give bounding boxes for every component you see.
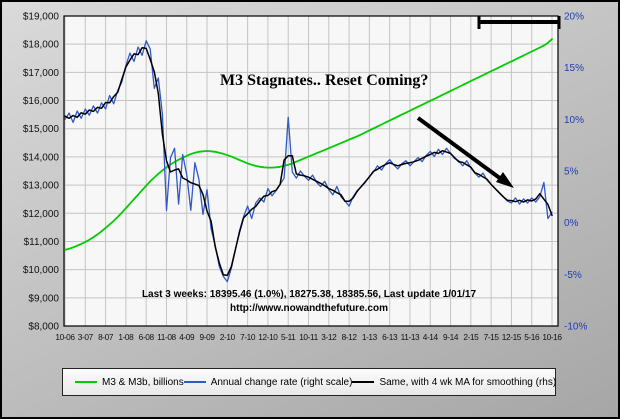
legend-label-smoothed: Same, with 4 wk MA for smoothing (rhs) (379, 376, 557, 388)
x-axis-tick-label: 4-14 (423, 332, 439, 342)
x-axis-tick-label: 6-08 (139, 332, 155, 342)
right-axis-tick-label: -5% (564, 270, 582, 281)
left-axis-tick-label: $18,000 (23, 40, 60, 51)
left-axis-tick-label: $13,000 (23, 181, 60, 192)
left-axis-tick-label: $9,000 (28, 293, 59, 304)
legend-label-m3: M3 & M3b, billions (102, 376, 184, 388)
x-axis-tick-label: 5-11 (281, 332, 296, 342)
left-axis-tick-label: $17,000 (23, 68, 60, 79)
trend-arrow-head (496, 172, 514, 188)
x-axis-tick-label: 9-09 (200, 332, 216, 342)
x-axis-tick-label: 5-16 (524, 332, 540, 342)
x-axis-tick-label: 1-08 (118, 332, 134, 342)
legend-item-smoothed: Same, with 4 wk MA for smoothing (rhs) (352, 377, 556, 388)
left-axis-tick-label: $15,000 (23, 124, 60, 135)
x-axis-tick-label: 12-15 (502, 332, 522, 342)
legend-line-sample-blue (183, 381, 206, 383)
right-axis-tick-label: 0% (564, 218, 579, 229)
legend-item-annual-change: Annual change rate (right scale) (183, 376, 353, 388)
right-axis-tick-label: 10% (564, 115, 584, 126)
right-axis-tick-label: 20% (564, 12, 584, 23)
x-axis-tick-label: 11-13 (401, 332, 420, 342)
legend: M3 & M3b, billions Annual change rate (r… (62, 368, 556, 396)
x-axis-tick-label: 10-16 (542, 332, 562, 342)
series-smoothed-ma-line (64, 46, 553, 277)
legend-line-sample-black (352, 381, 375, 383)
x-axis-tick-label: 1-13 (362, 332, 378, 342)
x-axis-tick-label: 9-14 (443, 332, 459, 342)
legend-item-m3: M3 & M3b, billions (75, 377, 184, 388)
right-axis-tick-label: 15% (564, 63, 584, 74)
legend-label-annual-change: Annual change rate (right scale) (210, 376, 353, 388)
x-axis-tick-label: 10-11 (299, 332, 318, 342)
plot-area (64, 16, 558, 326)
left-axis-tick-label: $10,000 (23, 265, 60, 276)
series-m3-line (64, 38, 553, 251)
headline-annotation: M3 Stagnates.. Reset Coming? (220, 72, 429, 89)
right-axis-tick-label: -10% (564, 322, 587, 333)
footnote-url: http://www.nowandthefuture.com (230, 303, 388, 314)
x-axis-tick-label: 3-12 (321, 332, 337, 342)
x-axis-tick-label: 8-12 (342, 332, 358, 342)
left-axis-tick-label: $8,000 (28, 322, 59, 333)
left-axis-tick-label: $16,000 (23, 96, 60, 107)
left-axis-tick-label: $14,000 (23, 152, 60, 163)
x-axis-tick-label: 10-06 (55, 332, 75, 342)
footnote-last-3-weeks: Last 3 weeks: 18395.46 (1.0%), 18275.38,… (141, 289, 477, 300)
x-axis-tick-label: 3-07 (78, 332, 94, 342)
x-axis-tick-label: 8-07 (98, 332, 114, 342)
legend-line-sample-green (75, 381, 97, 383)
left-axis-tick-label: $11,000 (24, 237, 60, 248)
x-axis-tick-label: 7-15 (484, 332, 500, 342)
right-axis-tick-label: 5% (564, 167, 579, 178)
left-axis-tick-label: $12,000 (23, 209, 60, 220)
x-axis-tick-label: 12-10 (258, 332, 278, 342)
trend-arrow-shaft (416, 116, 503, 181)
left-axis-tick-label: $19,000 (23, 12, 60, 23)
x-axis-tick-label: 11-08 (157, 332, 176, 342)
x-axis-tick-label: 4-09 (179, 332, 195, 342)
x-axis-tick-label: 6-13 (382, 332, 398, 342)
x-axis-tick-label: 2-15 (463, 332, 479, 342)
x-axis-tick-label: 2-10 (220, 332, 236, 342)
plot-border (63, 15, 559, 327)
x-axis-tick-label: 7-10 (240, 332, 256, 342)
